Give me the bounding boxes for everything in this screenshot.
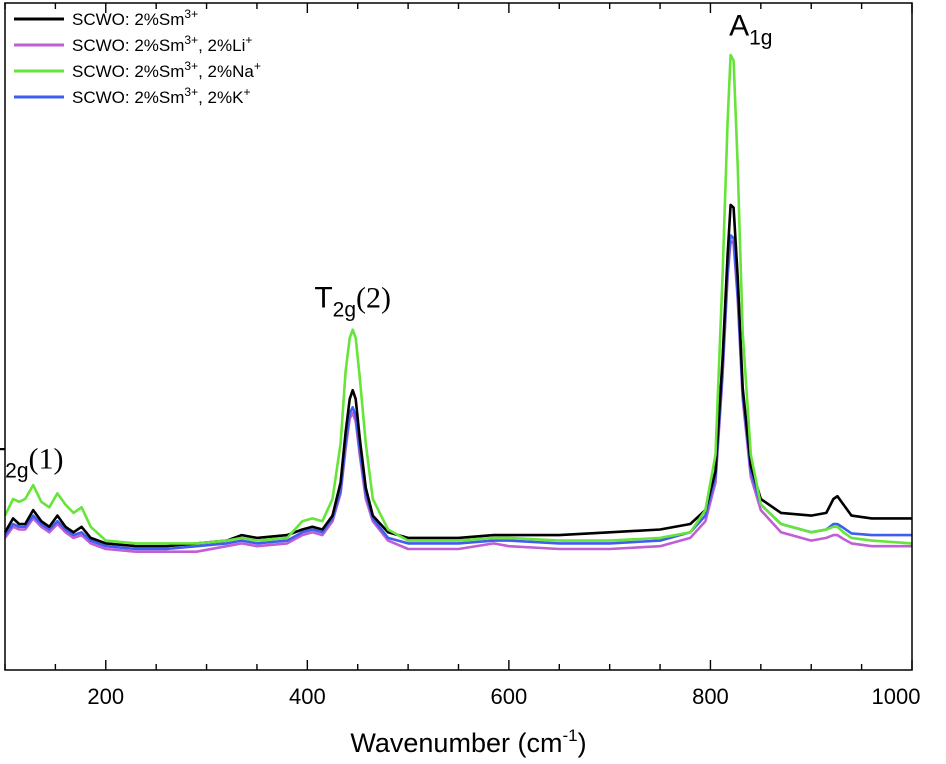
x-tick-label: 600 <box>491 684 528 709</box>
legend-label-part: , 2%Li <box>198 36 245 55</box>
peak-label-main: T <box>314 282 332 315</box>
series-line-3 <box>3 53 913 545</box>
peak-label-suffix: (2) <box>356 282 391 315</box>
peak-label-sub: 2g <box>333 299 356 322</box>
legend-label-part: + <box>245 33 252 47</box>
legend-label-part: , 2%K <box>198 88 244 107</box>
peak-label-main: A <box>729 10 749 43</box>
legend-label-part: SCWO: 2%Sm <box>72 88 184 107</box>
x-axis-ticks: 200 400 600 800 1000 <box>4 3 921 709</box>
x-tick-label: 400 <box>289 684 326 709</box>
legend-label: SCWO: 2%Sm3+, 2%Li+ <box>72 33 252 55</box>
legend-label: SCWO: 2%Sm3+ <box>72 7 198 29</box>
legend-label: SCWO: 2%Sm3+, 2%K+ <box>72 85 250 107</box>
x-tick-label: 200 <box>87 684 124 709</box>
peak-label-suffix: (1) <box>29 442 64 475</box>
series-lines <box>3 53 913 553</box>
x-tick-label: 800 <box>692 684 729 709</box>
legend: SCWO: 2%Sm3+SCWO: 2%Sm3+, 2%Li+SCWO: 2%S… <box>14 7 261 107</box>
peak-label-main: T <box>0 442 5 475</box>
peak-annotations: T2g(1)T2g(2)A1g <box>0 10 772 483</box>
legend-label: SCWO: 2%Sm3+, 2%Na+ <box>72 59 261 81</box>
legend-label-part: 3+ <box>184 7 198 21</box>
peak-label-sub: 1g <box>749 27 772 50</box>
series-line-2 <box>3 239 912 553</box>
x-axis-title-sup: -1 <box>562 726 577 745</box>
legend-label-part: 3+ <box>184 59 198 73</box>
x-axis-title-end: ) <box>578 728 587 758</box>
series-line-4 <box>3 234 912 551</box>
peak-label-sub: 2g <box>5 459 28 482</box>
series-line-1 <box>3 203 912 548</box>
x-tick-label: 1000 <box>872 684 921 709</box>
x-axis-title: Wavenumber (cm-1) <box>350 726 586 758</box>
legend-label-part: + <box>243 85 250 99</box>
legend-label-part: SCWO: 2%Sm <box>72 10 184 29</box>
legend-label-part: SCWO: 2%Sm <box>72 62 184 81</box>
peak-label: T2g(2) <box>314 282 391 322</box>
legend-label-part: 3+ <box>184 85 198 99</box>
legend-label-part: + <box>254 59 261 73</box>
legend-label-part: SCWO: 2%Sm <box>72 36 184 55</box>
peak-label: A1g <box>729 10 772 50</box>
legend-label-part: 3+ <box>184 33 198 47</box>
x-axis-title-text: Wavenumber (cm <box>350 728 562 758</box>
legend-label-part: , 2%Na <box>198 62 254 81</box>
peak-label: T2g(1) <box>0 442 63 482</box>
